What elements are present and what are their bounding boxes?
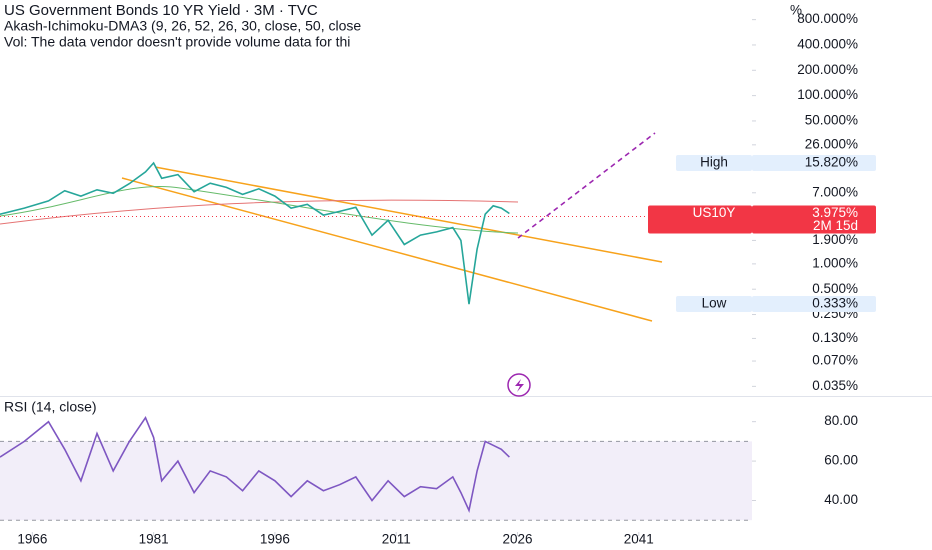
- price-tag: [676, 296, 752, 313]
- y-unit: %: [790, 3, 802, 18]
- series-line: [0, 416, 510, 513]
- y-tick-label: 1.900%: [812, 232, 858, 247]
- lightning-icon: [515, 379, 524, 392]
- indicator-legend: Vol: The data vendor doesn't provide vol…: [4, 34, 350, 50]
- price-tag-label: US10Y: [693, 205, 736, 220]
- price-tag: [676, 154, 752, 171]
- y-tick-label: 200.000%: [797, 62, 858, 77]
- price-tag-value: [752, 154, 876, 171]
- price-tag: [648, 205, 752, 234]
- indicator-legend: Akash-Ichimoku-DMA3 (9, 26, 52, 26, 30, …: [4, 18, 361, 34]
- y-tick-label: 40.00: [824, 492, 858, 507]
- x-tick-label: 1966: [17, 532, 47, 547]
- price-tag-label: Low: [702, 296, 727, 311]
- y-tick-label: 0.500%: [812, 281, 858, 296]
- main-pane: [0, 132, 663, 322]
- x-tick-label: 1981: [139, 532, 169, 547]
- series-line: [0, 161, 510, 305]
- x-tick-label: 2026: [502, 532, 532, 547]
- moving-average: [0, 199, 519, 225]
- y-tick-label: 0.035%: [812, 378, 858, 393]
- price-tag-value-label: 15.820%: [805, 155, 858, 170]
- y-tick-label: 800.000%: [797, 11, 858, 26]
- channel-line: [154, 166, 663, 263]
- y-tick-label: 26.000%: [805, 136, 858, 151]
- projection-line: [517, 132, 656, 239]
- y-tick-label: 60.00: [824, 453, 858, 468]
- price-tag-value-label: 0.333%: [812, 296, 858, 311]
- y-tick-label: 400.000%: [797, 37, 858, 52]
- x-tick-label: 1996: [260, 532, 290, 547]
- y-tick-label: 7.000%: [812, 184, 858, 199]
- countdown: 2M 15d: [813, 218, 858, 233]
- legend-backdrop: [0, 0, 752, 46]
- price-tag-value: [752, 296, 876, 313]
- y-tick-label: 0.070%: [812, 353, 858, 368]
- rsi-band: [0, 441, 752, 521]
- x-tick-label: 2041: [624, 532, 654, 547]
- y-tick-label: 100.000%: [797, 87, 858, 102]
- rsi-title: RSI (14, close): [4, 399, 97, 415]
- x-tick-label: 2011: [382, 532, 411, 547]
- price-tag-label: High: [700, 155, 728, 170]
- y-tick-label: 50.000%: [805, 113, 858, 128]
- price-tag-value-label: 3.975%: [812, 205, 858, 220]
- chart-title: US Government Bonds 10 YR Yield · 3M · T…: [4, 2, 318, 19]
- y-tick-label: 0.130%: [812, 330, 858, 345]
- channel-line: [121, 177, 653, 322]
- price-tag-value: [752, 205, 876, 234]
- moving-average: [0, 185, 519, 234]
- y-tick-label: 80.00: [824, 413, 858, 428]
- y-tick-label: 1.000%: [812, 255, 858, 270]
